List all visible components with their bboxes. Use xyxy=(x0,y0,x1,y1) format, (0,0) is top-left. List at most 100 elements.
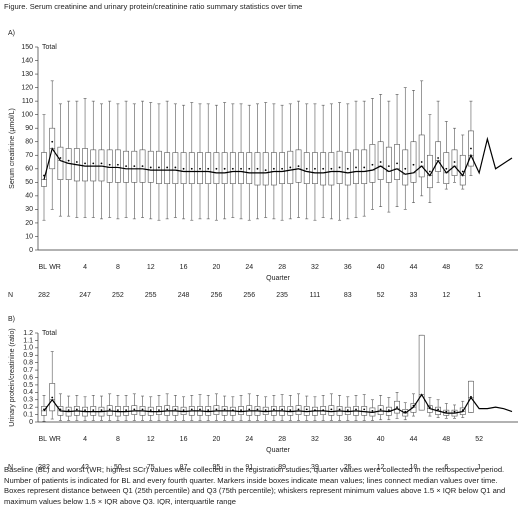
figure-title: Figure. Serum creatinine and urinary pro… xyxy=(4,2,303,11)
y-tick-label: 110 xyxy=(22,98,33,105)
median-line xyxy=(43,136,513,180)
n-value: 255 xyxy=(145,292,157,299)
mean-marker xyxy=(346,409,349,412)
mean-marker xyxy=(297,165,300,167)
mean-marker xyxy=(158,166,160,169)
n-value: 87 xyxy=(180,464,188,471)
x-tick-label: WR xyxy=(49,436,61,443)
n-value: 247 xyxy=(79,292,91,299)
n-value: 10 xyxy=(410,464,418,471)
mean-marker xyxy=(338,408,341,411)
mean-marker xyxy=(445,410,448,413)
n-label: N xyxy=(8,292,13,299)
mean-marker xyxy=(59,157,62,159)
x-tick-label: 4 xyxy=(83,264,87,271)
mean-marker xyxy=(116,409,119,412)
mean-marker xyxy=(158,409,160,412)
mean-marker xyxy=(174,166,177,169)
n-value: 42 xyxy=(81,464,89,471)
n-value: 252 xyxy=(112,292,124,299)
n-value: 1 xyxy=(477,292,481,299)
mean-marker xyxy=(67,159,70,162)
mean-marker xyxy=(264,409,267,412)
mean-marker xyxy=(108,163,111,166)
mean-marker xyxy=(223,167,226,170)
mean-marker xyxy=(256,167,259,170)
mean-marker xyxy=(396,162,398,165)
mean-marker xyxy=(256,408,259,411)
y-tick-label: 0.7 xyxy=(23,367,33,374)
x-tick-label: BL xyxy=(38,436,47,443)
y-tick-label: 20 xyxy=(25,220,33,227)
mean-marker xyxy=(248,167,251,170)
box xyxy=(377,141,384,180)
box xyxy=(410,141,417,183)
mean-marker xyxy=(355,408,357,411)
mean-marker xyxy=(207,409,210,412)
panel-label: A) xyxy=(8,30,15,37)
n-value: 50 xyxy=(114,464,122,471)
x-tick-label: 16 xyxy=(180,264,188,271)
y-tick-label: 0.1 xyxy=(23,411,33,418)
mean-marker xyxy=(92,162,95,165)
y-tick-label: 30 xyxy=(25,206,33,213)
y-tick-label: 120 xyxy=(21,84,33,91)
x-tick-label: 48 xyxy=(442,436,450,443)
mean-marker xyxy=(125,409,128,412)
y-tick-label: 0.8 xyxy=(23,360,33,367)
y-tick-label: 130 xyxy=(21,71,33,78)
mean-marker xyxy=(297,408,300,411)
box xyxy=(418,134,425,178)
y-tick-label: 0 xyxy=(29,419,33,426)
n-value: 282 xyxy=(38,464,50,471)
mean-marker xyxy=(346,167,349,170)
mean-marker xyxy=(330,167,333,170)
panel-label: B) xyxy=(8,316,15,323)
y-tick-label: 0.6 xyxy=(23,374,33,381)
mean-marker xyxy=(461,170,464,173)
y-tick-label: 150 xyxy=(21,44,33,51)
mean-marker xyxy=(387,165,390,167)
y-tick-label: 80 xyxy=(25,139,33,146)
box xyxy=(435,141,442,172)
y-tick-label: 40 xyxy=(25,193,33,200)
mean-marker xyxy=(215,167,218,170)
mean-marker xyxy=(240,409,242,412)
x-tick-label: 36 xyxy=(344,436,352,443)
mean-marker xyxy=(248,408,251,411)
box xyxy=(98,149,105,182)
mean-marker xyxy=(289,409,292,412)
mean-marker xyxy=(166,166,169,169)
y-tick-label: 100 xyxy=(21,112,33,119)
x-tick-label: 20 xyxy=(213,264,221,271)
y-tick-label: 70 xyxy=(25,152,33,159)
mean-marker xyxy=(215,408,218,411)
x-tick-label: 12 xyxy=(147,436,155,443)
mean-marker xyxy=(338,166,341,169)
n-value: 235 xyxy=(276,292,288,299)
mean-marker xyxy=(281,408,284,411)
mean-marker xyxy=(428,170,431,173)
x-tick-label: 8 xyxy=(116,264,120,271)
mean-marker xyxy=(84,409,86,412)
x-tick-label: 16 xyxy=(180,436,188,443)
box xyxy=(57,146,64,180)
n-label: N xyxy=(8,464,13,471)
y-tick-label: 1.2 xyxy=(23,330,33,337)
total-label: Total xyxy=(42,44,57,51)
y-tick-label: 60 xyxy=(25,166,33,173)
mean-marker xyxy=(67,409,70,412)
n-value: 12 xyxy=(442,292,450,299)
mean-marker xyxy=(190,167,193,170)
x-tick-label: 36 xyxy=(344,264,352,271)
median-line xyxy=(43,393,513,414)
y-tick-label: 1.1 xyxy=(23,337,33,344)
x-tick-label: 44 xyxy=(410,436,418,443)
box xyxy=(369,144,376,183)
mean-marker xyxy=(404,167,407,170)
mean-marker xyxy=(51,140,54,143)
mean-marker xyxy=(379,408,382,411)
x-tick-label: 52 xyxy=(475,436,483,443)
x-axis-label: Quarter xyxy=(266,275,290,282)
